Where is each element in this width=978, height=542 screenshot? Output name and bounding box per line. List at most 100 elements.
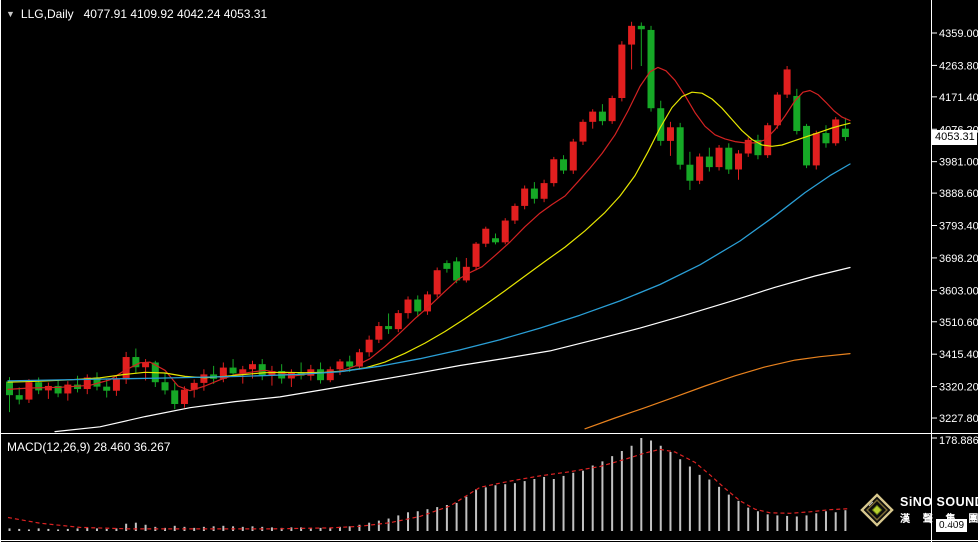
y-axis-label: 4171.40 xyxy=(939,92,978,104)
symbol-label: ▼ LLG,Daily 4077.91 4109.92 4042.24 4053… xyxy=(6,7,267,21)
candle-body xyxy=(462,266,470,281)
candle-body xyxy=(103,386,111,391)
candle-body xyxy=(404,299,412,314)
brand-name: SiNO SOUND xyxy=(900,495,978,509)
candle-body xyxy=(657,108,665,141)
y-axis-label: 3698.20 xyxy=(939,253,978,265)
candle-body xyxy=(93,377,101,387)
candle-body xyxy=(44,385,52,391)
candle-body xyxy=(511,205,519,221)
ma-fast-red xyxy=(7,66,851,392)
candle-body xyxy=(219,367,227,379)
candle-body xyxy=(443,263,451,269)
y-axis-label: 3510.60 xyxy=(939,317,978,329)
y-axis-label: 3888.60 xyxy=(939,188,978,200)
candle-body xyxy=(385,326,393,330)
candle-body xyxy=(472,243,480,267)
candle-body xyxy=(676,127,684,165)
candle-body xyxy=(705,156,713,168)
candle-body xyxy=(521,188,529,206)
candle-body xyxy=(686,164,694,181)
candle-body xyxy=(346,361,354,367)
candle-body xyxy=(637,25,645,30)
candle-body xyxy=(773,94,781,126)
symbol-timeframe: LLG,Daily xyxy=(20,7,74,21)
candle-body xyxy=(608,98,616,122)
candle-body xyxy=(764,125,772,156)
candle-body xyxy=(579,121,587,142)
macd-signal-line xyxy=(7,448,851,530)
macd-max-label: 178.886 xyxy=(939,435,978,447)
candle-body xyxy=(812,133,820,166)
candle-body xyxy=(317,369,325,381)
candle-body xyxy=(132,357,140,368)
candle-body xyxy=(793,95,801,132)
candle-body xyxy=(598,111,606,122)
y-axis-label: 3981.00 xyxy=(939,157,978,169)
candle-body xyxy=(336,361,344,370)
dropdown-icon[interactable]: ▼ xyxy=(6,9,15,19)
ma-mid-yellow xyxy=(7,91,851,383)
candle-body xyxy=(501,220,509,243)
y-axis-label: 3793.40 xyxy=(939,221,978,233)
candle-body xyxy=(190,382,198,390)
y-axis-label: 3603.00 xyxy=(939,285,978,297)
y-axis-label: 3415.40 xyxy=(939,349,978,361)
candle-body xyxy=(569,141,577,171)
candle-body xyxy=(83,377,91,390)
candle-body xyxy=(249,364,256,370)
candle-body xyxy=(180,389,188,405)
candle-body xyxy=(822,133,830,144)
candle-body xyxy=(803,125,811,166)
y-axis-label: 4263.80 xyxy=(939,60,978,72)
candle-body xyxy=(492,238,499,243)
y-axis-label: 3227.80 xyxy=(939,413,978,425)
candle-body xyxy=(482,228,490,244)
candle-body xyxy=(589,111,597,122)
macd-current-tag: 0.409 xyxy=(936,519,968,532)
candle-body xyxy=(375,326,383,340)
candle-body xyxy=(550,159,558,184)
ma-longest-orange xyxy=(584,353,851,430)
candle-body xyxy=(423,294,431,312)
y-axis-label: 4359.00 xyxy=(939,28,978,40)
candle-body xyxy=(200,374,208,383)
candle-body xyxy=(15,395,23,400)
candle-body xyxy=(696,156,704,181)
candle-body xyxy=(841,128,849,138)
candle-body xyxy=(6,381,13,396)
current-price-tag: 4053.31 xyxy=(932,130,977,145)
candle-body xyxy=(618,44,626,99)
candle-body xyxy=(64,384,72,394)
candle-body xyxy=(560,159,568,171)
brand-chinese-name: 漢 聲 集 團 xyxy=(900,514,978,525)
candle-body xyxy=(735,153,742,170)
brand-logo: SiNO SOUND 漢 聲 集 團 xyxy=(860,493,978,527)
candle-body xyxy=(530,188,538,199)
candle-body xyxy=(715,147,723,168)
candle-body xyxy=(258,364,266,376)
candle-body xyxy=(453,261,461,281)
candle-body xyxy=(394,313,402,330)
candle-body xyxy=(35,382,43,391)
candle-body xyxy=(142,362,150,368)
candle-body xyxy=(54,385,62,394)
macd-indicator-label: MACD(12,26,9) 28.460 36.267 xyxy=(7,440,171,454)
candle-body xyxy=(832,119,840,144)
candle-body xyxy=(229,367,237,374)
candle-body xyxy=(112,379,120,391)
candle-body xyxy=(754,139,762,156)
candle-body xyxy=(171,390,179,405)
candle-body xyxy=(74,384,82,390)
candle-body xyxy=(744,139,752,154)
candle-body xyxy=(647,29,655,109)
candle-body xyxy=(326,369,334,381)
y-axis-label: 3320.20 xyxy=(939,382,978,394)
candle-body xyxy=(725,147,733,170)
candle-body xyxy=(540,183,548,199)
ohlc-values: 4077.91 4109.92 4042.24 4053.31 xyxy=(83,7,268,21)
candle-body xyxy=(414,299,422,312)
ma-slow-blue xyxy=(7,163,851,382)
candle-body xyxy=(628,25,636,45)
